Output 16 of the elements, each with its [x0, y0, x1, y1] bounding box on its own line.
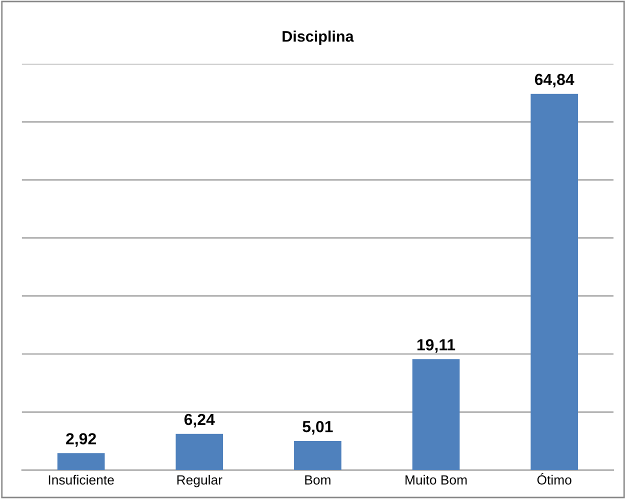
data-label: 19,11	[417, 339, 456, 353]
bar	[176, 434, 224, 470]
x-tick-label: Insuficiente	[48, 474, 114, 485]
data-label: 64,84	[534, 74, 574, 88]
x-tick-label: Ótimo	[537, 473, 572, 485]
data-label: 5,01	[302, 420, 333, 435]
x-tick-label: Regular	[177, 474, 222, 488]
data-label: 2,92	[66, 433, 96, 447]
data-label: 6,24	[184, 414, 215, 428]
bar	[57, 453, 105, 470]
chart-title: Disciplina	[282, 30, 354, 45]
bar	[530, 94, 578, 470]
bar	[412, 359, 460, 470]
bar	[294, 440, 342, 470]
x-tick-label: Bom	[305, 475, 330, 485]
x-tick-label: Muito Bom	[406, 474, 467, 485]
